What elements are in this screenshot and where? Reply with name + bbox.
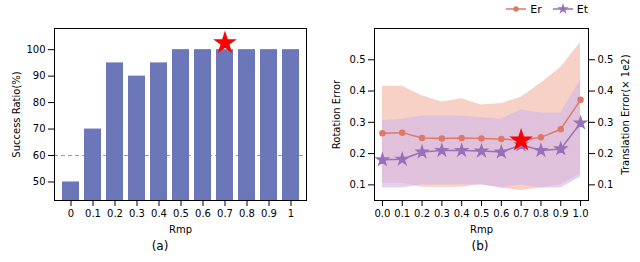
svg-text:0.5: 0.5	[173, 208, 189, 219]
svg-text:0.8: 0.8	[239, 208, 255, 219]
html-text:(a): (a)	[151, 239, 169, 253]
svg-text:Translation Error(× 1e2): Translation Error(× 1e2)	[620, 54, 631, 175]
html-text:(b): (b)	[471, 239, 489, 253]
svg-text:0.0: 0.0	[374, 208, 390, 219]
svg-text:0.5: 0.5	[598, 54, 614, 65]
svg-text:0.1: 0.1	[598, 179, 614, 190]
svg-text:0.7: 0.7	[513, 208, 529, 219]
svg-text:0.5: 0.5	[350, 54, 366, 65]
svg-text:1.0: 1.0	[573, 208, 589, 219]
svg-text:0.2: 0.2	[350, 148, 366, 159]
svg-text:50: 50	[33, 176, 46, 187]
svg-text:0: 0	[68, 208, 74, 219]
svg-text:0.3: 0.3	[598, 117, 614, 128]
svg-text:0.6: 0.6	[195, 208, 211, 219]
svg-text:0.2: 0.2	[598, 148, 614, 159]
svg-text:Rmp: Rmp	[470, 224, 493, 235]
svg-text:0.4: 0.4	[598, 85, 614, 96]
svg-text:0.3: 0.3	[434, 208, 450, 219]
svg-text:0.1: 0.1	[394, 208, 410, 219]
svg-text:80: 80	[33, 97, 46, 108]
svg-text:Rmp: Rmp	[169, 224, 192, 235]
svg-text:0.9: 0.9	[261, 208, 277, 219]
html-text:Er: Er	[530, 2, 542, 16]
svg-text:0.4: 0.4	[350, 85, 366, 96]
svg-text:0.1: 0.1	[85, 208, 101, 219]
svg-text:0.6: 0.6	[493, 208, 509, 219]
svg-text:Rotation Error: Rotation Error	[331, 79, 342, 149]
svg-text:0.5: 0.5	[474, 208, 490, 219]
svg-text:0.4: 0.4	[151, 208, 167, 219]
svg-text:0.7: 0.7	[217, 208, 233, 219]
svg-text:0.4: 0.4	[454, 208, 470, 219]
svg-text:0.9: 0.9	[553, 208, 569, 219]
svg-text:60: 60	[33, 150, 46, 161]
svg-text:0.8: 0.8	[533, 208, 549, 219]
svg-text:0.3: 0.3	[350, 117, 366, 128]
svg-text:1: 1	[288, 208, 294, 219]
svg-text:Success Ratio(%): Success Ratio(%)	[11, 71, 22, 158]
svg-text:90: 90	[33, 70, 46, 81]
svg-text:0.3: 0.3	[129, 208, 145, 219]
svg-text:0.1: 0.1	[350, 179, 366, 190]
html-text:Et: Et	[576, 2, 588, 16]
svg-text:70: 70	[33, 123, 46, 134]
svg-text:0.2: 0.2	[107, 208, 123, 219]
svg-text:100: 100	[26, 44, 45, 55]
svg-text:0.2: 0.2	[414, 208, 430, 219]
